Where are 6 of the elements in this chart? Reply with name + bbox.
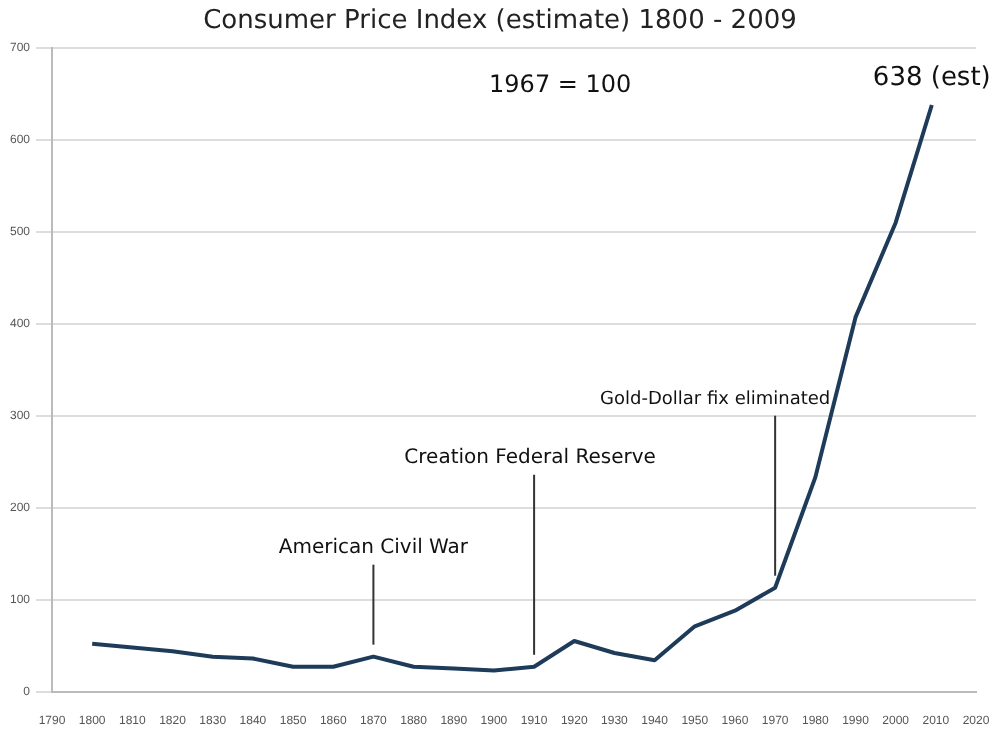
annotation: American Civil War [278, 536, 470, 559]
annotation: Creation Federal Reserve [404, 446, 656, 469]
chart-title: Consumer Price Index (estimate) 1800 - 2009 [201, 6, 799, 36]
annotation: 1967 = 100 [489, 70, 632, 98]
annotation: Gold-Dollar fix eliminated [600, 389, 831, 410]
annotation: 638 (est) [872, 63, 991, 93]
